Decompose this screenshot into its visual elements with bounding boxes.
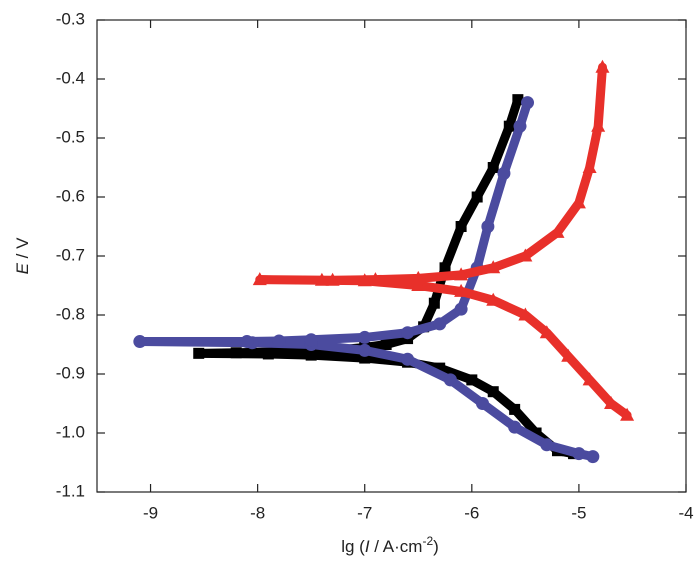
y-label-part: / V [13,237,32,263]
square-marker [305,349,317,361]
circle-marker [513,119,527,133]
triangle-marker [518,307,533,321]
triangle-marker [454,283,469,297]
square-marker [439,262,451,274]
y-tick-label: -0.5 [56,127,85,146]
triangle-marker [620,407,635,421]
y-tick-label: -0.7 [56,245,85,264]
triangle-marker [539,325,554,339]
circle-marker [358,330,372,344]
x-tick-label: -5 [571,503,586,522]
x-tick-label: -7 [357,503,372,522]
square-marker [471,191,483,203]
square-marker [262,348,274,360]
x-label-part: / A·cm [370,537,423,556]
circle-marker [240,335,254,349]
triangle-marker [314,272,329,286]
circle-marker [358,343,372,357]
x-tick-label: -9 [143,503,158,522]
y-tick-label: -0.8 [56,304,85,323]
circle-marker [401,352,415,366]
triangle-marker [571,195,586,209]
y-tick-label: -1.0 [56,422,85,441]
square-marker [509,403,521,415]
y-axis-label: E / V [13,237,32,275]
x-label-part: I [365,537,370,556]
triangle-marker [595,59,610,73]
triangle-marker [604,396,619,409]
circle-marker [521,96,535,110]
square-marker [487,386,499,398]
square-marker [359,352,371,364]
circle-marker [272,334,286,348]
circle-marker [481,220,495,233]
triangle-marker [325,272,340,286]
x-label-part: ) [433,537,439,556]
circle-marker [443,373,457,387]
square-marker [193,347,205,359]
circle-marker [572,447,586,461]
triangle-marker [561,348,576,362]
x-tick-label: -4 [678,503,693,522]
y-tick-label: -0.9 [56,363,85,382]
y-label-part: E [13,262,32,274]
square-marker [230,347,242,359]
triangle-marker [411,270,426,284]
triangle-marker [582,372,597,386]
triangle-marker [357,273,372,287]
circle-marker [133,335,147,349]
y-tick-label: -0.3 [56,9,85,28]
triangle-marker [454,267,469,281]
circle-marker [304,333,318,347]
x-axis-label: lg (I / A·cm-2) [341,534,439,556]
circle-marker [476,397,490,410]
circle-marker [540,438,554,452]
circle-marker [454,302,468,316]
square-marker [434,362,446,374]
square-marker [512,94,524,106]
triangle-marker [550,224,565,238]
triangle-marker [368,272,383,286]
square-marker [380,339,392,350]
square-marker [530,427,542,439]
circle-marker [497,166,511,180]
x-tick-label: -6 [464,503,479,522]
square-marker [284,346,296,358]
y-tick-label: -1.1 [56,481,85,500]
square-marker [487,162,499,173]
circle-marker [401,326,415,340]
x-label-part: -2 [422,534,433,548]
triangle-marker [411,278,426,291]
triangle-marker [252,272,267,286]
triangle-marker [582,160,597,173]
circle-marker [433,317,447,331]
y-tick-label: -0.4 [56,68,85,87]
square-marker [428,297,440,309]
triangle-marker [486,292,501,306]
x-tick-label: -8 [250,503,265,522]
circle-marker [586,450,600,464]
square-marker [455,221,467,232]
square-marker [466,374,478,386]
triangle-marker [591,118,606,132]
square-marker [503,120,515,132]
x-label-part: lg ( [341,537,365,556]
circle-marker [508,420,522,434]
y-tick-label: -0.6 [56,186,85,205]
triangle-marker [518,248,533,262]
triangle-marker [486,260,501,274]
